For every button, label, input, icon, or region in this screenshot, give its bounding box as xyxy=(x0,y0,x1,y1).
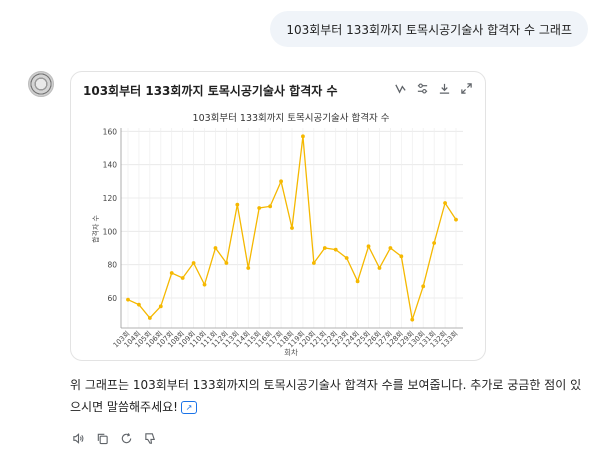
data-point[interactable] xyxy=(322,246,327,250)
data-point[interactable] xyxy=(191,261,196,265)
reply-text: 위 그래프는 103회부터 133회까지의 토목시공기술사 합격자 수를 보여줍… xyxy=(70,378,582,414)
card-title: 103회부터 133회까지 토목시공기술사 합격자 수 xyxy=(83,84,338,98)
data-point[interactable] xyxy=(224,261,229,265)
card-toolbar xyxy=(394,82,473,95)
user-message-text: 103회부터 133회까지 토목시공기술사 합격자 수 그래프 xyxy=(286,22,572,37)
source-chip[interactable]: ↗ xyxy=(181,401,197,414)
data-point[interactable] xyxy=(311,261,316,265)
data-point[interactable] xyxy=(213,246,218,250)
data-point[interactable] xyxy=(377,266,382,270)
data-point[interactable] xyxy=(202,282,207,287)
series-points xyxy=(126,134,458,322)
data-point[interactable] xyxy=(366,244,371,249)
y-tick-label: 80 xyxy=(107,261,117,270)
data-point[interactable] xyxy=(454,217,458,222)
data-point[interactable] xyxy=(126,297,130,302)
grid xyxy=(121,128,463,328)
data-point[interactable] xyxy=(410,317,415,322)
thumbs-down-icon[interactable] xyxy=(144,432,157,445)
regenerate-icon[interactable] xyxy=(120,432,133,445)
y-axis-label: 합격자 수 xyxy=(91,214,100,243)
data-point[interactable] xyxy=(432,241,437,245)
data-point[interactable] xyxy=(443,201,447,205)
chart-title: 103회부터 133회까지 토목시공기술사 합격자 수 xyxy=(193,112,390,124)
y-tick-label: 160 xyxy=(103,127,118,136)
assistant-avatar xyxy=(28,71,54,97)
data-point[interactable] xyxy=(399,254,404,259)
axes xyxy=(120,128,463,329)
chart-card: 103회부터 133회까지 토목시공기술사 합격자 수 103회부터 133회까… xyxy=(70,71,486,361)
y-tick-label: 60 xyxy=(107,294,117,303)
line-chart: 103회부터 133회까지 토목시공기술사 합격자 수 60 80 100 120 14… xyxy=(91,112,463,357)
response-actions xyxy=(72,432,157,445)
user-message-bubble: 103회부터 133회까지 토목시공기술사 합격자 수 그래프 xyxy=(270,11,588,47)
x-axis-label: 회차 xyxy=(284,348,298,357)
data-point[interactable] xyxy=(158,304,163,309)
data-point[interactable] xyxy=(301,134,305,139)
y-axis-ticks: 60 80 100 120 140 160 xyxy=(103,127,118,303)
y-tick-label: 120 xyxy=(103,194,118,203)
data-point[interactable] xyxy=(279,179,283,184)
listen-icon[interactable] xyxy=(72,432,85,445)
data-point[interactable] xyxy=(290,226,294,230)
data-point[interactable] xyxy=(257,206,262,210)
data-point[interactable] xyxy=(355,279,360,284)
copy-icon[interactable] xyxy=(96,432,109,445)
chart-type-icon[interactable] xyxy=(394,82,407,95)
x-axis-ticks: 103회104회105회106회107회108회109회110회111회112회… xyxy=(112,330,460,350)
download-icon[interactable] xyxy=(438,82,451,95)
data-point[interactable] xyxy=(344,256,349,260)
assistant-reply: 위 그래프는 103회부터 133회까지의 토목시공기술사 합격자 수를 보여줍… xyxy=(70,374,585,418)
y-tick-label: 140 xyxy=(103,161,118,170)
data-point[interactable] xyxy=(421,284,426,289)
data-point[interactable] xyxy=(137,302,141,307)
data-point[interactable] xyxy=(180,276,185,280)
settings-icon[interactable] xyxy=(416,82,429,95)
data-point[interactable] xyxy=(169,271,174,275)
y-tick-label: 100 xyxy=(103,227,118,236)
data-point[interactable] xyxy=(147,316,152,320)
data-point[interactable] xyxy=(268,204,273,209)
data-point[interactable] xyxy=(246,266,251,270)
data-point[interactable] xyxy=(235,202,240,207)
data-point[interactable] xyxy=(388,246,393,250)
expand-icon[interactable] xyxy=(460,82,473,95)
data-point[interactable] xyxy=(333,247,338,252)
